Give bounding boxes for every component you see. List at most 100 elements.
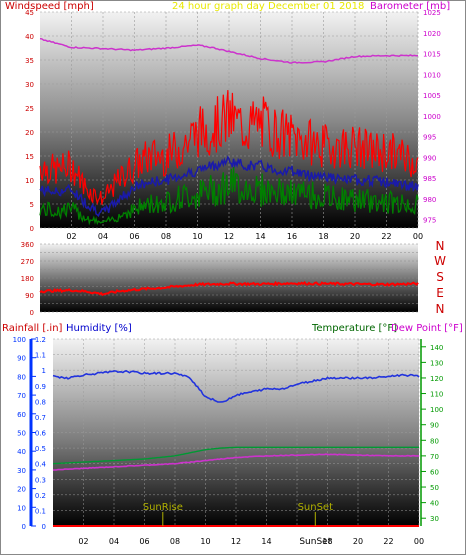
lull-series-line xyxy=(39,166,419,226)
wind-time-tick: 10 xyxy=(192,232,202,241)
compass-label-n-top: N xyxy=(436,239,445,253)
humidity-tick: 0.3 xyxy=(35,476,46,484)
windspeed-tick: 30 xyxy=(25,81,34,89)
windspeed-tick: 40 xyxy=(25,33,34,41)
windspeed-tick: 10 xyxy=(25,177,34,185)
windspeed-tick: 25 xyxy=(25,105,34,113)
temperature-axis-labels: 30 40 50 60 70 80 90 100 110 120 130 140 xyxy=(421,344,443,523)
gust-series-line xyxy=(39,90,419,206)
humidity-tick: 1.1 xyxy=(35,352,46,360)
rainfall-tick: 60 xyxy=(17,411,26,419)
rainfall-tick: 70 xyxy=(17,392,26,400)
rainfall-tick: 10 xyxy=(17,504,26,512)
barometer-tick: 1015 xyxy=(423,51,441,59)
direction-tick: 270 xyxy=(21,258,34,266)
temperature-tick: 130 xyxy=(430,359,443,367)
humidity-tick: 0.5 xyxy=(35,445,46,453)
temperature-tick: 40 xyxy=(430,500,439,508)
humidity-tick: 0.7 xyxy=(35,414,46,422)
rainfall-tick: 20 xyxy=(17,486,26,494)
barometer-tick: 990 xyxy=(423,154,436,162)
temperature-tick: 110 xyxy=(430,391,443,399)
windspeed-tick: 20 xyxy=(25,129,34,137)
temperature-tick: 70 xyxy=(430,453,439,461)
temperature-tick: 50 xyxy=(430,484,439,492)
barometer-tick: 995 xyxy=(423,134,436,142)
sunset-label: SunSet xyxy=(298,502,334,513)
wind-time-tick: 02 xyxy=(66,232,76,241)
barometer-tick: 1010 xyxy=(423,71,441,79)
climate-time-axis-labels: 02 04 06 08 10 12 14 18 20 22 00 xyxy=(78,537,424,546)
sun-markers: SunRise SunSet SunSet xyxy=(143,502,333,547)
barometer-label: Barometer [mb] xyxy=(370,1,450,12)
wind-time-tick: 18 xyxy=(318,232,328,241)
barometer-tick: 1005 xyxy=(423,92,441,100)
direction-tick: 180 xyxy=(21,275,34,283)
climate-time-tick: 00 xyxy=(414,537,424,546)
rainfall-tick: 50 xyxy=(17,430,26,438)
windspeed-tick: 15 xyxy=(25,153,34,161)
wind-time-axis-labels: 02 04 06 08 10 12 14 16 18 20 22 00 xyxy=(66,232,423,241)
direction-tick: 90 xyxy=(25,292,34,300)
humidity-tick: 1 xyxy=(42,367,46,375)
temperature-series-line xyxy=(52,446,419,465)
climate-time-tick: 10 xyxy=(200,537,210,546)
wind-time-tick: 06 xyxy=(129,232,139,241)
temperature-tick: 90 xyxy=(430,422,439,430)
temperature-tick: 120 xyxy=(430,375,443,383)
barometer-tick: 975 xyxy=(423,217,436,225)
humidity-tick: 0.4 xyxy=(35,461,47,469)
wind-time-tick: 14 xyxy=(255,232,265,241)
rainfall-tick: 80 xyxy=(17,373,26,381)
climate-time-tick: 06 xyxy=(139,537,149,546)
climate-plot-series xyxy=(52,370,420,527)
direction-series-line xyxy=(39,280,419,296)
barometer-series-line xyxy=(39,37,419,64)
direction-plot-gridlines xyxy=(40,243,418,313)
barometer-tick: 1000 xyxy=(423,113,441,121)
chart-title: 24 hour graph day December 01 2018 xyxy=(172,1,364,12)
humidity-tick: 1.2 xyxy=(35,336,46,344)
rainfall-tick: 30 xyxy=(17,467,26,475)
barometer-tick: 980 xyxy=(423,196,436,204)
direction-axis-labels: 0 90 180 270 360 xyxy=(21,241,34,317)
climate-time-tick: 08 xyxy=(170,537,180,546)
average-series-line xyxy=(39,155,419,218)
humidity-axis-labels: 0 0.1 0.2 0.3 0.4 0.5 0.6 0.7 0.8 0.9 1 1.1 1.2 xyxy=(35,336,47,531)
temperature-tick: 80 xyxy=(430,437,439,445)
humidity-label: Humidity [%] xyxy=(66,323,132,334)
direction-tick: 0 xyxy=(30,309,34,317)
sunrise-label: SunRise xyxy=(143,502,183,513)
compass-label-n-bottom: N xyxy=(436,302,445,316)
rainfall-label: Rainfall [.in] xyxy=(2,323,63,334)
rainfall-axis-labels: 0 10 20 30 40 50 60 70 80 90 100 xyxy=(13,336,36,531)
compass-label-w: W xyxy=(434,254,446,268)
direction-tick: 360 xyxy=(21,241,34,249)
climate-time-tick: 14 xyxy=(261,537,271,546)
wind-time-tick: 04 xyxy=(98,232,108,241)
humidity-tick: 0.1 xyxy=(35,507,46,515)
sunset-bottom-label: SunSet xyxy=(299,537,331,547)
temperature-tick: 60 xyxy=(430,468,439,476)
rainfall-tick: 40 xyxy=(17,448,26,456)
compass-label-s: S xyxy=(436,270,444,284)
climate-time-tick: 22 xyxy=(383,537,393,546)
wind-time-tick: 12 xyxy=(224,232,234,241)
barometer-tick: 985 xyxy=(423,175,436,183)
climate-plot-gridlines xyxy=(53,338,420,527)
humidity-tick: 0.9 xyxy=(35,383,46,391)
direction-plot-series xyxy=(39,280,419,296)
barometer-tick: 1020 xyxy=(423,30,441,38)
climate-time-tick: 04 xyxy=(109,537,119,546)
humidity-tick: 0.6 xyxy=(35,430,47,438)
wind-time-tick: 08 xyxy=(161,232,171,241)
temperature-label: Temperature [°F] xyxy=(311,323,397,334)
humidity-tick: 0 xyxy=(42,523,46,531)
rainfall-tick: 0 xyxy=(22,523,26,531)
climate-time-tick: 02 xyxy=(78,537,88,546)
windspeed-label: Windspeed [mph] xyxy=(5,1,94,12)
barometer-axis-labels: 975 980 985 990 995 1000 1005 1010 1015 1020 1025 xyxy=(423,9,441,225)
temperature-tick: 30 xyxy=(430,515,439,523)
